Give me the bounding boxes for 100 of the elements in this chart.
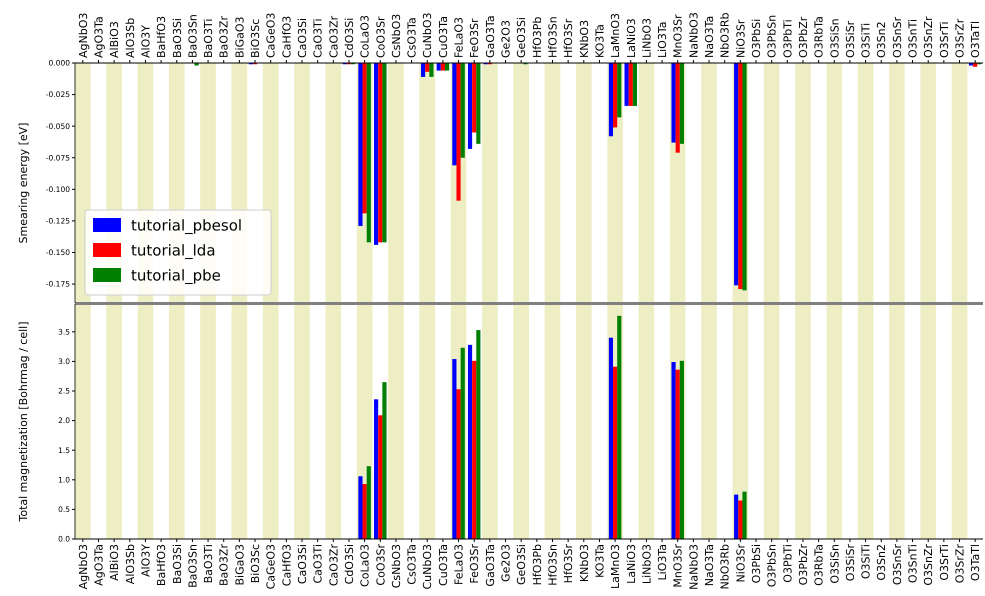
x-tick-label: LiNbO3 (640, 18, 654, 58)
x-tick-label: O3SiSn (828, 18, 842, 58)
x-tick-label: NbO3Rb (718, 544, 732, 590)
x-tick-label: AlBiO3 (108, 21, 122, 58)
x-tick-label: O3PbSn (766, 544, 779, 588)
x-tick-label: CoLaO3 (358, 15, 372, 58)
x-tick-label: AlO3Y (139, 544, 152, 577)
x-tick-label: BaO3Si (170, 18, 184, 58)
x-tick-label: Ge2O3 (500, 544, 513, 582)
bar (358, 476, 363, 539)
x-tick-label: CsNbO3 (390, 14, 403, 58)
x-tick-label: O3PbSi (750, 544, 763, 584)
x-tick-label: HfO3Sn (546, 544, 560, 586)
x-tick-label: O3SnTi (906, 544, 920, 584)
x-tick-label: FeLaO3 (452, 16, 466, 58)
x-tick-label: BaO3Sn (186, 544, 200, 588)
x-tick-label: O3SnZr (922, 16, 936, 58)
x-tick-label: CdO3Si (342, 544, 356, 584)
x-tick-label: CaO3Ti (312, 544, 325, 584)
x-tick-label: NaO3Ta (703, 16, 716, 58)
x-tick-label: O3SrZr (954, 544, 967, 584)
x-tick-label: BaO3Ti (202, 544, 216, 584)
x-tick-label: AgNbO3 (76, 544, 90, 590)
x-tick-label: BiGaO3 (233, 544, 246, 586)
x-tick-label: BiGaO3 (233, 16, 246, 58)
x-tick-label: BaO3Ti (202, 18, 216, 58)
x-tick-label: O3PbTi (781, 19, 794, 58)
x-tick-label: CaHfO3 (280, 544, 294, 586)
x-tick-label: CaGeO3 (264, 12, 278, 58)
bar (362, 484, 367, 539)
x-tick-label: HfO3Sr (562, 18, 576, 58)
x-tick-label: O3PbZr (796, 544, 810, 586)
x-tick-label: O3Sn2 (875, 21, 888, 58)
bar (374, 399, 378, 539)
x-tick-label: BaHfO3 (155, 544, 168, 586)
y-axis-title: Total magnetization [Bohrmag / cell] (17, 321, 30, 523)
x-tick-label: AlO3Sb (124, 544, 137, 584)
x-tick-label: CoO3Sr (374, 16, 388, 58)
x-tick-label: CaO3Zr (327, 15, 340, 58)
bar (456, 389, 461, 539)
x-tick-label: NiO3Sr (734, 544, 748, 582)
bar (676, 370, 680, 539)
x-tick-label: AlBiO3 (108, 544, 122, 581)
x-tick-label: CdO3Si (342, 18, 356, 58)
x-tick-label: O3RbTa (812, 16, 826, 58)
x-tick-label: O3PbSn (766, 14, 779, 58)
bar (452, 359, 456, 539)
x-tick-label: FeLaO3 (452, 544, 466, 586)
x-tick-label: O3SnZr (922, 544, 936, 586)
bar (378, 415, 382, 539)
x-tick-label: O3PbTi (781, 544, 794, 583)
x-tick-label: FeO3Sr (468, 544, 482, 584)
x-tick-label: CoO3Sr (374, 544, 388, 586)
x-tick-label: O3SiSr (844, 544, 857, 582)
x-tick-label: CaO3Si (296, 544, 309, 584)
y-axis-title: Smearing energy [eV] (17, 122, 30, 244)
x-tick-label: O3TaTl (969, 20, 982, 58)
x-tick-label: GaO3Ta (484, 544, 497, 587)
x-tick-label: BaHfO3 (155, 16, 168, 58)
x-tick-label: CsO3Ta (406, 544, 419, 585)
bar (742, 492, 747, 539)
x-tick-label: LiO3Ta (656, 544, 670, 580)
x-tick-label: HfO3Sn (546, 16, 560, 58)
bar (671, 362, 676, 539)
x-tick-label: O3SnSr (890, 544, 904, 586)
x-tick-label: CsO3Ta (406, 17, 419, 58)
x-tick-label: O3SiSr (844, 20, 857, 58)
x-tick-label: CuNbO3 (421, 12, 434, 58)
x-tick-label: NaNbO3 (687, 12, 700, 58)
x-tick-label: GeO3Si (515, 17, 528, 58)
x-tick-label: CsNbO3 (390, 544, 403, 588)
x-tick-label: O3TaTl (969, 544, 982, 582)
x-tick-label: AgO3Ta (92, 16, 106, 58)
x-tick-label: NbO3Rb (718, 12, 732, 58)
bar (738, 500, 742, 539)
x-tick-label: LaNiO3 (624, 544, 638, 584)
x-tick-label: CaGeO3 (264, 544, 278, 590)
x-tick-label: Ge2O3 (500, 20, 513, 58)
legend-label: tutorial_pbesol (131, 216, 242, 234)
bar (366, 466, 371, 539)
x-tick-label: CaHfO3 (280, 16, 294, 58)
x-tick-label: CuO3Ta (436, 544, 450, 586)
x-tick-label: KNbO3 (578, 544, 591, 582)
x-tick-label: O3SiTi (860, 544, 873, 580)
x-tick-label: CuNbO3 (421, 544, 434, 590)
x-tick-label: BaO3Zr (218, 544, 231, 586)
x-tick-label: O3SiTi (860, 22, 873, 58)
x-tick-label: CoLaO3 (358, 544, 372, 587)
x-tick-label: BaO3Sn (186, 14, 200, 58)
x-tick-label: GeO3Si (515, 544, 528, 585)
x-tick-label: O3RbTa (812, 544, 826, 586)
x-tick-label: CaO3Zr (327, 544, 340, 586)
x-tick-label: O3SrZr (954, 18, 967, 58)
bar (476, 330, 480, 539)
x-tick-label: NiO3Sr (734, 19, 748, 58)
x-tick-label: CaO3Si (296, 18, 309, 58)
x-tick-label: MnO3Sr (672, 544, 685, 588)
x-tick-label: O3PbZr (796, 16, 810, 58)
x-tick-label: O3SrTi (938, 544, 951, 581)
x-tick-label: O3SnSr (890, 16, 904, 58)
